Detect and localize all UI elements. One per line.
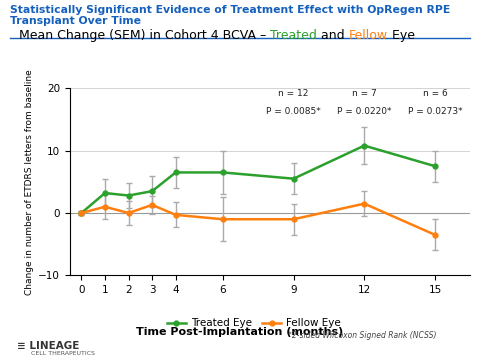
Text: n = 7: n = 7 xyxy=(352,89,377,98)
Text: Statistically Significant Evidence of Treatment Effect with OpRegen RPE: Statistically Significant Evidence of Tr… xyxy=(10,5,450,15)
Text: Transplant Over Time: Transplant Over Time xyxy=(10,16,141,26)
Text: n = 12: n = 12 xyxy=(278,89,309,98)
Text: P = 0.0220*: P = 0.0220* xyxy=(337,107,392,116)
Text: P = 0.0273*: P = 0.0273* xyxy=(408,107,462,116)
Text: CELL THERAPEUTICS: CELL THERAPEUTICS xyxy=(31,351,95,356)
Text: *2-sided Wilcoxon Signed Rank (NCSS): *2-sided Wilcoxon Signed Rank (NCSS) xyxy=(288,331,436,340)
Text: ≡ LINEAGE: ≡ LINEAGE xyxy=(17,341,79,351)
Text: Mean Change (SEM) in Cohort 4 BCVA –: Mean Change (SEM) in Cohort 4 BCVA – xyxy=(19,29,270,42)
Text: n = 6: n = 6 xyxy=(423,89,447,98)
Text: P = 0.0085*: P = 0.0085* xyxy=(266,107,321,116)
Text: Time Post-Implantation (months): Time Post-Implantation (months) xyxy=(136,327,344,337)
Text: and: and xyxy=(317,29,349,42)
Text: Fellow: Fellow xyxy=(349,29,388,42)
Y-axis label: Change in number of ETDRS letters from baseline: Change in number of ETDRS letters from b… xyxy=(25,69,34,295)
Legend: Treated Eye, Fellow Eye: Treated Eye, Fellow Eye xyxy=(163,314,345,333)
Text: Treated: Treated xyxy=(270,29,317,42)
Text: Eye: Eye xyxy=(388,29,415,42)
